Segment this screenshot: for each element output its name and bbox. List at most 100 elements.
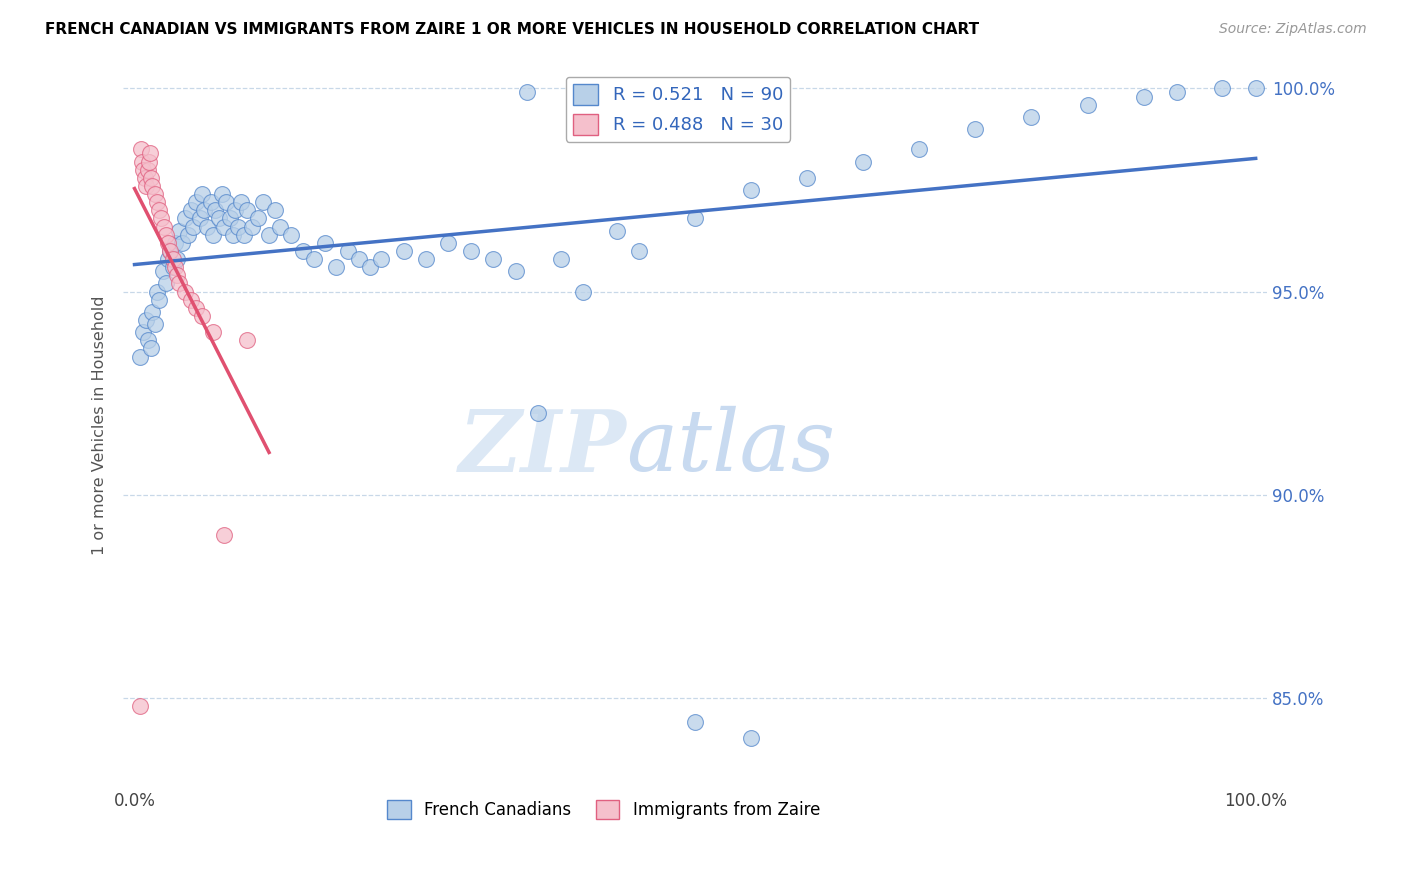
Point [143, 317, 166, 331]
Point [211, 187, 233, 202]
Point [193, 203, 215, 218]
Point [359, 260, 381, 275]
Point [291, 244, 314, 258]
Point [1076, 97, 1098, 112]
Point [269, 219, 291, 234]
Point [415, 252, 437, 266]
Point [129, 698, 152, 713]
Point [516, 86, 538, 100]
Point [1132, 89, 1154, 103]
Point [572, 86, 595, 100]
Point [159, 244, 181, 258]
Point [186, 195, 208, 210]
Point [141, 342, 163, 356]
Point [157, 235, 180, 250]
Point [131, 154, 153, 169]
Point [138, 154, 160, 169]
Point [157, 252, 180, 266]
Point [163, 235, 186, 250]
Point [908, 142, 931, 156]
Point [155, 227, 177, 242]
Point [141, 178, 163, 193]
Point [572, 285, 595, 299]
Point [336, 244, 359, 258]
Point [148, 203, 170, 218]
Point [134, 170, 156, 185]
Point [201, 325, 224, 339]
Point [135, 178, 157, 193]
Point [204, 203, 226, 218]
Point [347, 252, 370, 266]
Point [1166, 86, 1188, 100]
Point [146, 285, 169, 299]
Point [132, 325, 155, 339]
Point [240, 219, 263, 234]
Point [606, 224, 628, 238]
Point [136, 162, 159, 177]
Text: ZIP: ZIP [458, 406, 627, 489]
Point [550, 252, 572, 266]
Point [143, 187, 166, 202]
Point [150, 211, 173, 226]
Point [135, 313, 157, 327]
Point [188, 211, 211, 226]
Point [314, 235, 336, 250]
Point [169, 277, 191, 291]
Point [200, 195, 222, 210]
Point [152, 264, 174, 278]
Point [235, 203, 257, 218]
Point [740, 731, 762, 746]
Point [224, 203, 246, 218]
Point [136, 334, 159, 348]
Point [159, 244, 181, 258]
Point [460, 244, 482, 258]
Point [212, 219, 235, 234]
Point [163, 260, 186, 275]
Point [302, 252, 325, 266]
Point [174, 211, 197, 226]
Point [129, 142, 152, 156]
Point [148, 293, 170, 307]
Point [218, 211, 240, 226]
Point [166, 268, 188, 283]
Text: atlas: atlas [627, 406, 835, 489]
Point [628, 244, 651, 258]
Point [965, 122, 987, 136]
Point [370, 252, 392, 266]
Point [166, 252, 188, 266]
Point [683, 211, 706, 226]
Point [437, 235, 460, 250]
Point [207, 211, 229, 226]
Point [229, 195, 252, 210]
Point [215, 195, 238, 210]
Point [141, 170, 163, 185]
Point [129, 350, 152, 364]
Point [1211, 81, 1233, 95]
Point [181, 219, 204, 234]
Point [482, 252, 505, 266]
Point [1021, 110, 1043, 124]
Point [191, 309, 214, 323]
Text: Source: ZipAtlas.com: Source: ZipAtlas.com [1219, 22, 1367, 37]
Point [505, 264, 527, 278]
Point [222, 227, 245, 242]
Point [233, 227, 256, 242]
Point [201, 227, 224, 242]
Point [162, 260, 184, 275]
Point [257, 227, 280, 242]
Point [180, 293, 202, 307]
Point [169, 224, 191, 238]
Point [392, 244, 415, 258]
Point [280, 227, 302, 242]
Point [212, 528, 235, 542]
Point [180, 203, 202, 218]
Point [740, 183, 762, 197]
Point [246, 211, 269, 226]
Point [139, 146, 162, 161]
Point [186, 301, 208, 315]
Point [325, 260, 347, 275]
Point [141, 305, 163, 319]
Point [155, 277, 177, 291]
Point [683, 715, 706, 730]
Point [226, 219, 249, 234]
